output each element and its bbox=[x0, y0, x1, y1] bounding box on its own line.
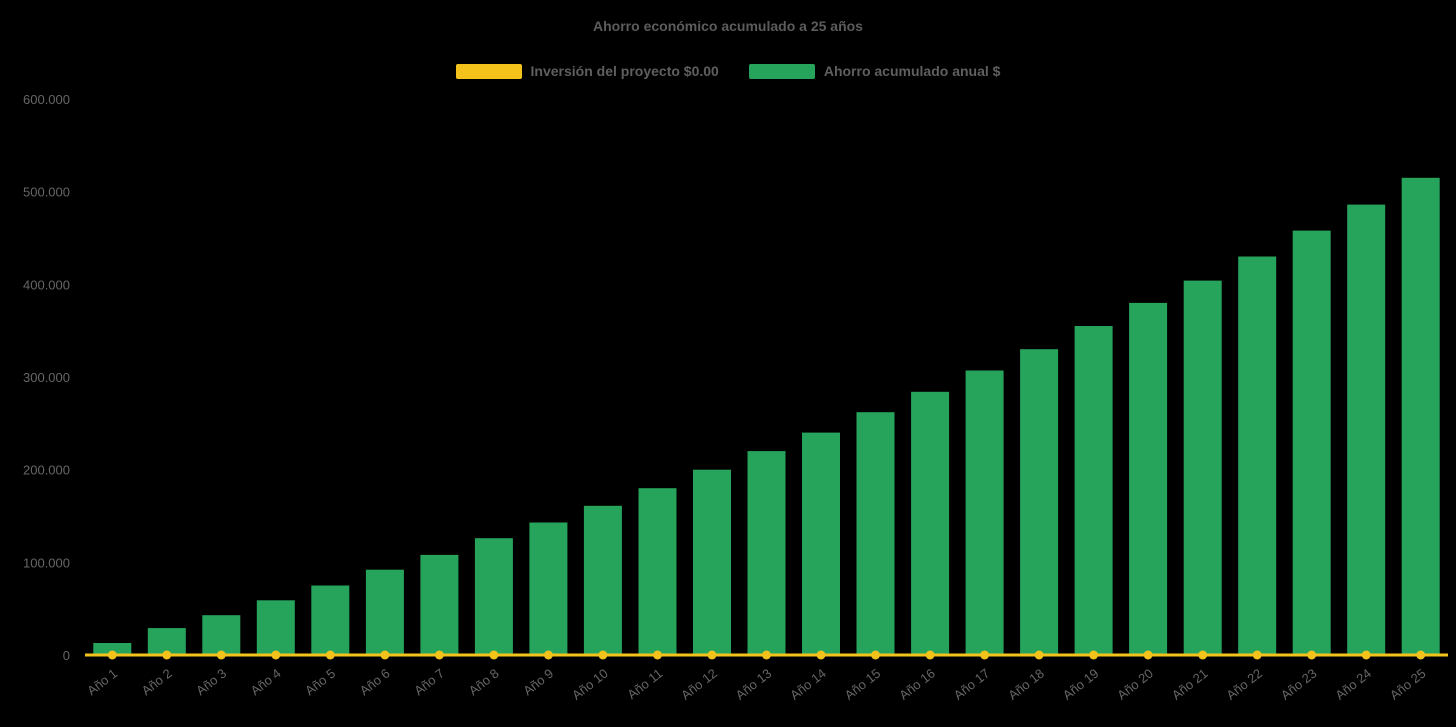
x-axis-tick-label: Año 16 bbox=[896, 666, 938, 703]
x-axis-tick-label: Año 10 bbox=[569, 666, 611, 703]
x-axis-tick-label: Año 11 bbox=[624, 666, 665, 703]
x-axis-tick-label: Año 12 bbox=[678, 666, 720, 703]
investment-marker bbox=[271, 650, 281, 660]
x-axis-tick-label: Año 22 bbox=[1223, 666, 1265, 703]
bar bbox=[747, 451, 786, 655]
bar bbox=[529, 522, 568, 655]
bar bbox=[1183, 280, 1222, 655]
x-axis-tick-label: Año 15 bbox=[842, 666, 884, 703]
investment-marker bbox=[980, 650, 990, 660]
legend-item-inversion[interactable]: Inversión del proyecto $0.00 bbox=[455, 63, 719, 79]
legend-item-ahorro[interactable]: Ahorro acumulado anual $ bbox=[748, 63, 1001, 79]
legend-label-ahorro: Ahorro acumulado anual $ bbox=[823, 63, 1001, 79]
bar bbox=[911, 391, 950, 655]
x-axis-tick-label: Año 25 bbox=[1387, 666, 1429, 703]
investment-marker bbox=[162, 650, 172, 660]
y-axis-tick-label: 400.000 bbox=[23, 277, 70, 292]
y-axis-tick-label: 200.000 bbox=[23, 463, 70, 478]
bar bbox=[802, 432, 840, 655]
x-axis-tick-label: Año 7 bbox=[411, 666, 447, 699]
x-axis-tick-label: Año 23 bbox=[1278, 666, 1320, 703]
investment-marker bbox=[707, 650, 717, 660]
investment-marker bbox=[925, 650, 935, 660]
investment-marker bbox=[1089, 650, 1099, 660]
x-axis-tick-label: Año 3 bbox=[193, 666, 229, 699]
x-axis-tick-label: Año 20 bbox=[1114, 666, 1156, 703]
investment-marker bbox=[489, 650, 499, 660]
investment-marker bbox=[1198, 650, 1208, 660]
x-axis-tick-label: Año 9 bbox=[520, 666, 556, 699]
bar bbox=[202, 615, 241, 655]
legend-swatch-green-icon bbox=[748, 63, 815, 79]
x-axis-tick-label: Año 18 bbox=[1005, 666, 1047, 703]
bar bbox=[1401, 177, 1440, 656]
chart-legend: Inversión del proyecto $0.00 Ahorro acum… bbox=[0, 63, 1456, 79]
investment-marker bbox=[598, 650, 608, 660]
y-axis-tick-label: 100.000 bbox=[23, 555, 70, 570]
bar bbox=[474, 538, 513, 655]
investment-marker bbox=[1143, 650, 1153, 660]
bar bbox=[93, 643, 132, 655]
x-axis-tick-label: Año 17 bbox=[951, 666, 993, 703]
investment-marker bbox=[1361, 650, 1371, 660]
investment-marker bbox=[434, 650, 444, 660]
x-axis-tick-label: Año 2 bbox=[139, 666, 175, 699]
bar bbox=[1238, 256, 1277, 655]
bar bbox=[693, 469, 731, 655]
chart-title: Ahorro económico acumulado a 25 años bbox=[593, 18, 863, 34]
x-axis-tick-label: Año 21 bbox=[1169, 666, 1211, 703]
y-axis-tick-label: 0 bbox=[63, 648, 70, 663]
x-axis-tick-label: Año 6 bbox=[357, 666, 393, 699]
bar bbox=[856, 412, 895, 655]
x-axis-tick-label: Año 19 bbox=[1060, 666, 1102, 703]
bar bbox=[1074, 326, 1113, 655]
y-axis-tick-label: 300.000 bbox=[23, 370, 70, 385]
bar bbox=[420, 554, 459, 655]
legend-label-inversion: Inversión del proyecto $0.00 bbox=[530, 63, 719, 79]
bar bbox=[583, 505, 622, 655]
x-axis-tick-label: Año 24 bbox=[1332, 666, 1374, 703]
bar bbox=[256, 600, 295, 655]
x-axis-tick-label: Año 13 bbox=[733, 666, 775, 703]
bar bbox=[1292, 230, 1331, 655]
x-axis-tick-label: Año 5 bbox=[302, 666, 338, 699]
bar bbox=[965, 370, 1004, 655]
investment-marker bbox=[871, 650, 880, 660]
investment-marker bbox=[380, 650, 390, 660]
investment-marker bbox=[653, 650, 662, 660]
bar bbox=[1347, 204, 1386, 655]
investment-marker bbox=[1252, 650, 1262, 660]
y-axis-tick-label: 600.000 bbox=[23, 92, 70, 107]
bar bbox=[365, 569, 404, 655]
investment-marker bbox=[762, 650, 771, 660]
investment-marker bbox=[1416, 650, 1426, 660]
y-axis-tick-label: 500.000 bbox=[23, 185, 70, 200]
investment-marker bbox=[107, 650, 117, 660]
investment-marker bbox=[216, 650, 226, 660]
x-axis-tick-label: Año 8 bbox=[466, 666, 502, 699]
bar bbox=[1129, 302, 1168, 655]
bar bbox=[638, 488, 677, 655]
legend-swatch-yellow-icon bbox=[455, 63, 522, 79]
investment-marker bbox=[1307, 650, 1317, 660]
x-axis-tick-label: Año 14 bbox=[787, 666, 829, 703]
investment-marker bbox=[1034, 650, 1044, 660]
investment-marker bbox=[543, 650, 553, 660]
investment-marker bbox=[816, 650, 826, 660]
bar bbox=[1020, 349, 1059, 655]
bar bbox=[311, 585, 350, 655]
investment-marker bbox=[325, 650, 335, 660]
x-axis-tick-label: Año 4 bbox=[248, 666, 284, 699]
x-axis-tick-label: Año 1 bbox=[84, 666, 120, 699]
